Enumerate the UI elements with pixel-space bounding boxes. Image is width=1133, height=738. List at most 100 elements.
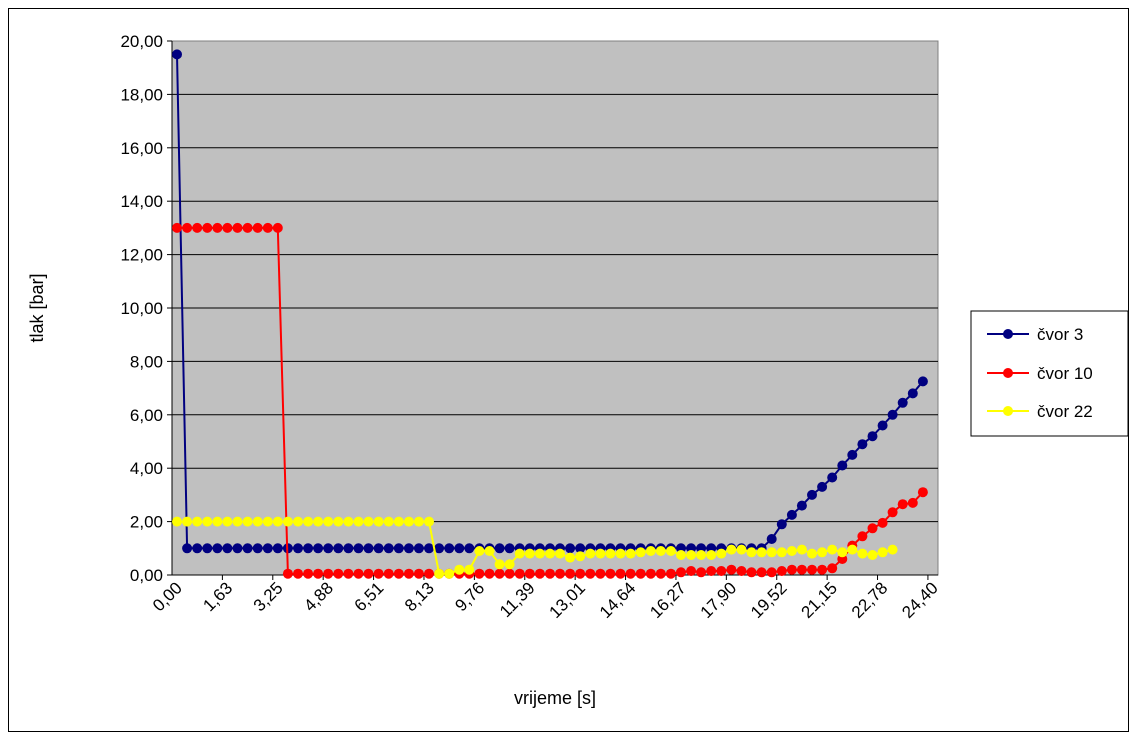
series-2-point xyxy=(555,568,565,579)
series-2-point xyxy=(383,568,394,579)
series-1-point xyxy=(343,543,354,554)
series-3-point xyxy=(333,516,344,527)
series-2-point xyxy=(887,507,898,518)
series-3-point xyxy=(282,516,293,527)
series-2-point xyxy=(706,566,717,576)
series-2-point xyxy=(172,222,182,233)
series-1-point xyxy=(202,543,213,554)
series-3-point xyxy=(222,516,233,527)
series-2-point xyxy=(484,568,495,579)
series-1-point xyxy=(887,409,898,420)
series-2-point xyxy=(293,568,303,579)
series-3-point xyxy=(403,516,414,527)
series-1-point xyxy=(293,543,303,554)
series-1-point xyxy=(413,543,424,554)
series-1-point xyxy=(817,481,828,492)
y-tick-label: 20,00 xyxy=(120,32,163,51)
series-2-point xyxy=(907,497,918,508)
x-tick-labels: 0,00 1,63 3,25 4,88 6,51 8,13 9,76 11,39 13,01 14… xyxy=(149,578,942,622)
x-tick-label: 17,90 xyxy=(697,578,741,622)
x-tick-label: 13,01 xyxy=(546,578,590,622)
series-1-point xyxy=(907,388,918,399)
series-1-point xyxy=(877,420,888,431)
series-2-point xyxy=(686,566,697,576)
series-2-point xyxy=(585,568,596,579)
series-1-point xyxy=(565,543,576,554)
series-1-point xyxy=(333,543,344,554)
series-3-point xyxy=(817,547,828,558)
series-1-point xyxy=(867,431,878,442)
series-1-point xyxy=(323,543,334,554)
series-2-point xyxy=(343,568,354,579)
series-2-point xyxy=(313,568,324,579)
series-3-point xyxy=(605,548,616,559)
series-2-point xyxy=(373,568,384,579)
series-2-point xyxy=(212,222,223,233)
series-3-point xyxy=(514,548,525,559)
series-3-point xyxy=(454,564,465,575)
legend-marker-cvor-10 xyxy=(1003,368,1013,378)
series-2-point xyxy=(625,568,636,579)
x-tick-label: 21,15 xyxy=(797,578,841,622)
y-tick-label: 8,00 xyxy=(130,352,163,371)
series-2-point xyxy=(242,222,253,233)
series-2-point xyxy=(504,568,515,579)
x-tick-label: 24,40 xyxy=(898,578,942,622)
series-1-point xyxy=(454,543,465,554)
series-3-point xyxy=(575,551,586,562)
series-3-point xyxy=(645,546,656,556)
series-2-point xyxy=(333,568,344,579)
legend-marker-cvor-22 xyxy=(1003,406,1013,416)
series-3-point xyxy=(444,568,455,579)
series-2-point xyxy=(282,568,293,579)
series-3-point xyxy=(827,544,838,555)
y-tick-label: 6,00 xyxy=(130,406,163,425)
series-3-point xyxy=(524,548,535,559)
series-2-point xyxy=(615,568,626,579)
series-2-point xyxy=(655,568,666,579)
series-3-point xyxy=(413,516,424,527)
series-3-point xyxy=(625,548,636,559)
series-3-point xyxy=(393,516,404,527)
series-1-point xyxy=(242,543,253,554)
series-3-point xyxy=(293,516,303,527)
series-2-point xyxy=(534,568,545,579)
series-2-point xyxy=(303,568,314,579)
series-2-point xyxy=(605,568,616,579)
series-3-point xyxy=(534,548,545,559)
series-3-point xyxy=(303,516,314,527)
series-1-point xyxy=(252,543,263,554)
series-3-point xyxy=(313,516,324,527)
series-3-point xyxy=(504,559,515,570)
series-layer xyxy=(172,49,928,579)
series-2-point xyxy=(807,564,817,575)
series-1-point xyxy=(262,543,273,554)
series-3-point xyxy=(766,547,777,558)
series-1-point xyxy=(434,543,445,554)
series-2-point xyxy=(232,222,243,233)
series-2-point xyxy=(474,568,485,579)
series-1-point xyxy=(353,543,364,554)
series-3-point xyxy=(655,546,666,556)
series-1-point xyxy=(847,449,858,460)
series-2-point xyxy=(323,568,334,579)
series-2-point xyxy=(182,222,193,233)
series-3-point xyxy=(615,548,626,559)
series-3-point xyxy=(363,516,374,527)
series-1-point xyxy=(272,543,283,554)
series-1-point xyxy=(373,543,384,554)
series-2-point xyxy=(676,567,686,578)
series-1-point xyxy=(403,543,414,554)
x-tick-label: 9,76 xyxy=(451,578,488,615)
series-1-point xyxy=(827,472,838,483)
series-2-point xyxy=(222,222,233,233)
series-1-point xyxy=(504,543,515,554)
series-3-point xyxy=(484,546,495,556)
legend-marker-cvor-3 xyxy=(1003,329,1013,339)
series-3-point xyxy=(696,550,707,560)
series-3-point xyxy=(353,516,364,527)
series-3-point xyxy=(585,548,596,559)
series-2-point xyxy=(827,563,838,574)
series-3-point xyxy=(746,547,757,558)
series-3-point xyxy=(262,516,273,527)
